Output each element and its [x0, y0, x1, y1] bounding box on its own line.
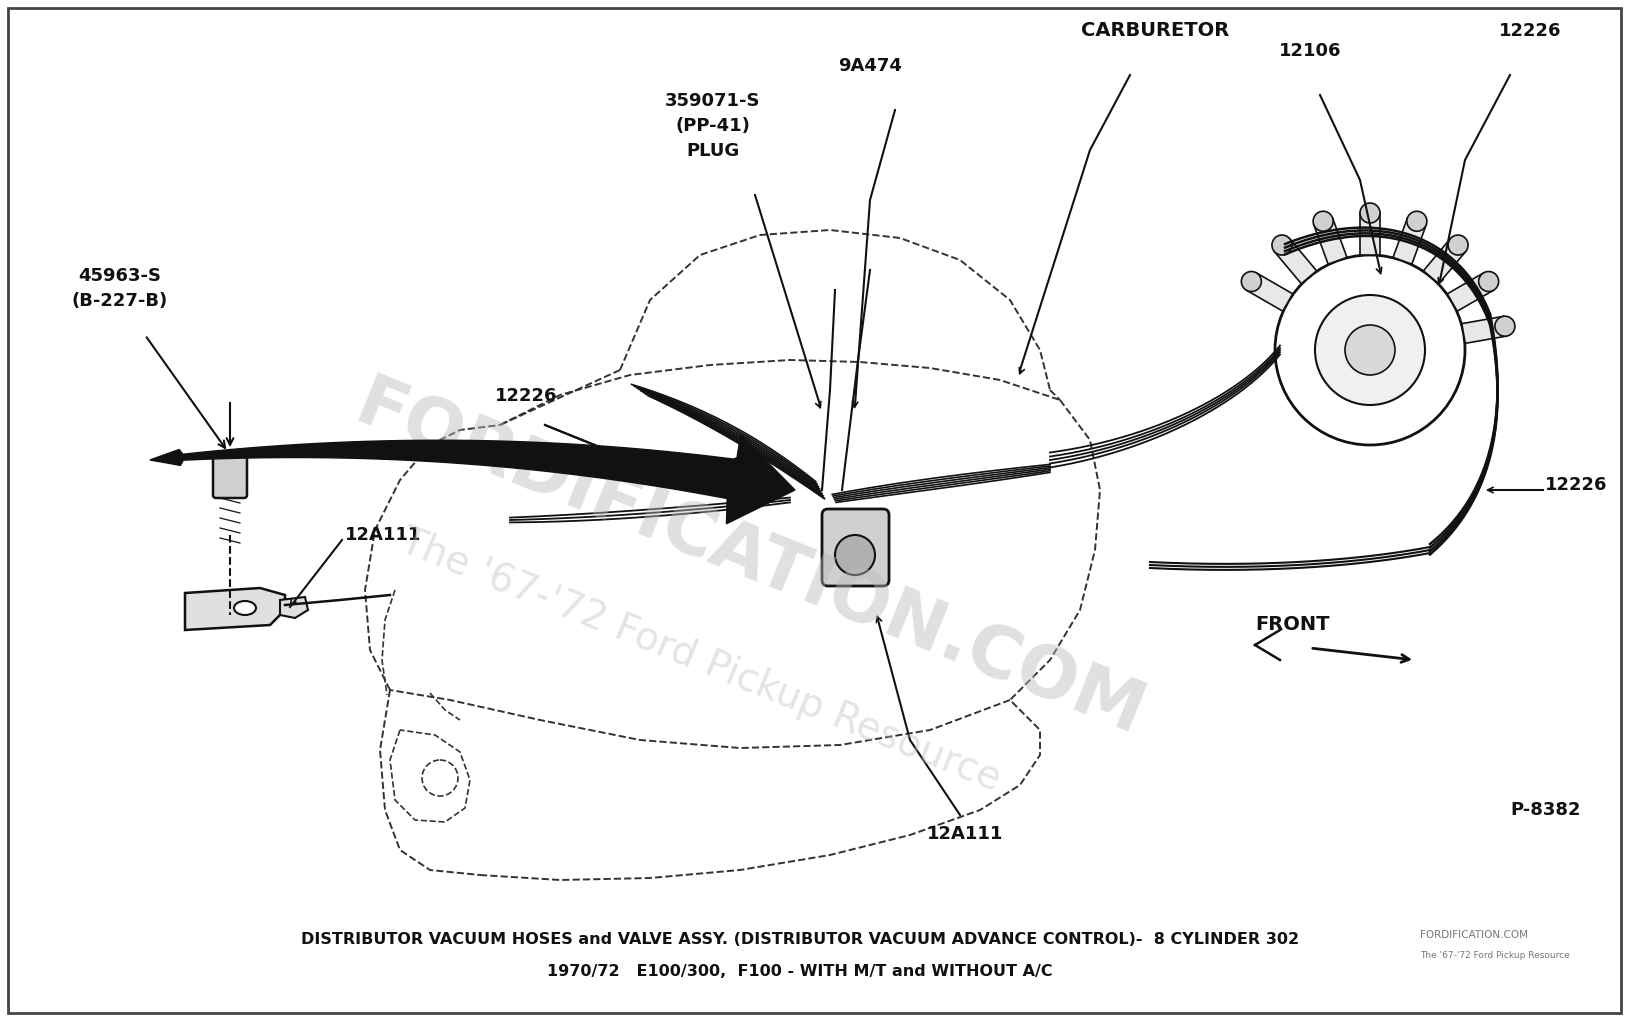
Text: 359071-S: 359071-S	[665, 92, 761, 110]
Ellipse shape	[235, 601, 256, 615]
Text: DISTRIBUTOR VACUUM HOSES and VALVE ASSY. (DISTRIBUTOR VACUUM ADVANCE CONTROL)-  : DISTRIBUTOR VACUUM HOSES and VALVE ASSY.…	[301, 933, 1298, 947]
Polygon shape	[1424, 239, 1466, 284]
Text: 12226: 12226	[1544, 476, 1608, 494]
Polygon shape	[1393, 218, 1427, 264]
Text: FORDIFICATION.COM: FORDIFICATION.COM	[1420, 930, 1528, 940]
Circle shape	[1313, 211, 1333, 231]
Text: 1970/72   E100/300,  F100 - WITH M/T and WITHOUT A/C: 1970/72 E100/300, F100 - WITH M/T and WI…	[547, 965, 1052, 980]
Text: 12A111: 12A111	[927, 825, 1003, 843]
Polygon shape	[186, 588, 285, 630]
Polygon shape	[1313, 218, 1347, 264]
Text: 45963-S: 45963-S	[78, 267, 161, 285]
Circle shape	[1448, 236, 1468, 255]
Text: CARBURETOR: CARBURETOR	[1082, 22, 1230, 40]
Circle shape	[1360, 203, 1380, 223]
Text: 12226: 12226	[1499, 22, 1561, 40]
Polygon shape	[1447, 272, 1494, 311]
Circle shape	[1241, 271, 1261, 292]
Text: PLUG: PLUG	[686, 142, 740, 160]
Polygon shape	[150, 435, 795, 524]
Polygon shape	[1274, 239, 1316, 284]
Circle shape	[1407, 211, 1427, 231]
Circle shape	[836, 535, 875, 575]
Text: 12106: 12106	[1279, 42, 1341, 60]
Text: The '67-'72 Ford Pickup Resource: The '67-'72 Ford Pickup Resource	[394, 521, 1007, 799]
Text: 12A111: 12A111	[345, 526, 422, 544]
Text: FORDIFICATION.COM: FORDIFICATION.COM	[345, 370, 1155, 751]
FancyBboxPatch shape	[213, 452, 248, 498]
FancyBboxPatch shape	[823, 509, 889, 586]
Polygon shape	[280, 597, 308, 618]
Text: (PP-41): (PP-41)	[676, 117, 751, 135]
Text: 9A474: 9A474	[837, 57, 902, 75]
Text: P-8382: P-8382	[1510, 801, 1580, 819]
Text: The '67-'72 Ford Pickup Resource: The '67-'72 Ford Pickup Resource	[1420, 950, 1570, 959]
Circle shape	[1346, 325, 1394, 375]
Polygon shape	[1246, 272, 1293, 311]
Text: (B-227-B): (B-227-B)	[72, 292, 168, 310]
Polygon shape	[1461, 316, 1507, 343]
Circle shape	[1272, 236, 1292, 255]
Circle shape	[1479, 271, 1499, 292]
Polygon shape	[1360, 213, 1380, 255]
Circle shape	[1315, 295, 1425, 406]
Circle shape	[1495, 316, 1515, 336]
Text: FRONT: FRONT	[1254, 615, 1329, 635]
Text: 12226: 12226	[495, 387, 557, 406]
